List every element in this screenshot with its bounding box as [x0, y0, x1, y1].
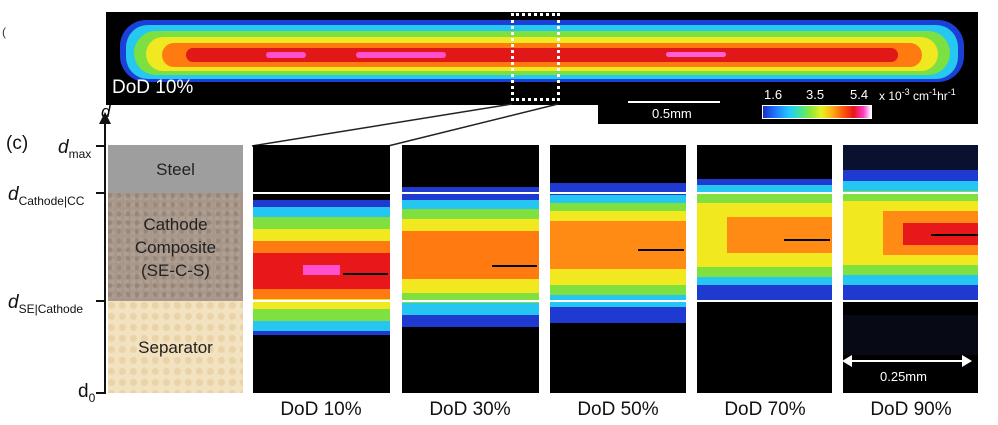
heatmap-panel-dod10 — [253, 145, 390, 393]
heatmap-panel-dod30 — [402, 145, 539, 393]
boundary-line-bottom — [550, 300, 686, 302]
peak-marker — [931, 234, 978, 236]
boundary-line-bottom — [253, 300, 390, 302]
layer-separator: Separator — [108, 301, 243, 393]
axis-tick — [96, 145, 106, 147]
overview-hotspot — [666, 52, 726, 57]
boundary-line-top — [253, 192, 390, 194]
roi-dotted-box — [511, 13, 560, 101]
band-dim — [843, 315, 978, 355]
peak-marker — [784, 239, 830, 241]
boundary-line-top — [697, 192, 832, 194]
panel-letter: (c) — [6, 133, 29, 154]
axis-label-dmax: dmax — [58, 137, 92, 161]
connector-line-left — [251, 103, 513, 147]
scalebar-arrow-right — [962, 355, 972, 367]
boundary-extension — [243, 300, 253, 302]
connector-line-right — [387, 103, 559, 147]
boundary-line-bottom — [697, 300, 832, 302]
colorbar-tick-label: 5.4 — [850, 87, 869, 102]
axis-label-dcathode-cc: dCathode|CC — [8, 184, 85, 208]
boundary-line-bottom — [843, 300, 978, 302]
axis-arrow — [99, 112, 111, 124]
panel-scalebar-label: 0.25mm — [880, 369, 927, 384]
overview-band-red — [186, 48, 898, 62]
axis-tick — [96, 192, 106, 194]
colorbar-units: x 10-3 cm-1hr-1 — [879, 87, 956, 103]
axis-tick — [96, 300, 106, 302]
band-orange — [402, 231, 539, 279]
overview-scalebar — [628, 101, 720, 103]
band-orange — [727, 217, 832, 253]
layer-steel: Steel — [108, 145, 243, 193]
panel-label-dod70: DoD 70% — [724, 399, 806, 420]
boundary-line-top — [402, 192, 539, 194]
overview-heatmap: DoD 10% — [106, 12, 978, 105]
corner-glyph: ( — [2, 25, 6, 39]
heatmap-panel-dod50 — [550, 145, 686, 393]
overview-hotspot — [266, 52, 306, 58]
overview-dod-label: DoD 10% — [112, 77, 194, 98]
axis-tick — [96, 392, 106, 394]
overview-scalebar-label: 0.5mm — [652, 106, 692, 121]
band-orange — [550, 221, 686, 269]
panel-label-dod50: DoD 50% — [577, 399, 659, 420]
axis-variable: d — [101, 102, 111, 121]
depth-axis — [104, 122, 106, 394]
axis-label-dse-cathode: dSE|Cathode — [8, 292, 84, 316]
peak-marker — [343, 273, 388, 275]
boundary-line-top — [843, 192, 978, 194]
heatmap-panel-dod70 — [697, 145, 832, 393]
panel-label-dod10: DoD 10% — [280, 399, 362, 420]
panel-label-dod90: DoD 90% — [870, 399, 952, 420]
panel-scalebar — [846, 360, 970, 362]
colorbar-tick-label: 3.5 — [806, 87, 825, 102]
boundary-line-bottom — [402, 300, 539, 302]
peak-marker — [492, 265, 537, 267]
boundary-line-top — [550, 192, 686, 194]
overview-hotspot — [356, 52, 446, 58]
panel-label-dod30: DoD 30% — [429, 399, 511, 420]
zoom-connector-lines — [251, 103, 559, 147]
heatmap-panel-dod90 — [843, 145, 978, 393]
axis-label-d0: d0 — [78, 381, 96, 405]
colorbar — [762, 105, 872, 119]
boundary-extension — [243, 192, 253, 194]
colorbar-tick-label: 1.6 — [764, 87, 783, 102]
layer-cathode-composite: Cathode Composite (SE-C-S) — [108, 193, 243, 301]
band-magenta — [303, 265, 340, 275]
peak-marker — [638, 249, 684, 251]
scalebar-arrow-left — [842, 355, 852, 367]
